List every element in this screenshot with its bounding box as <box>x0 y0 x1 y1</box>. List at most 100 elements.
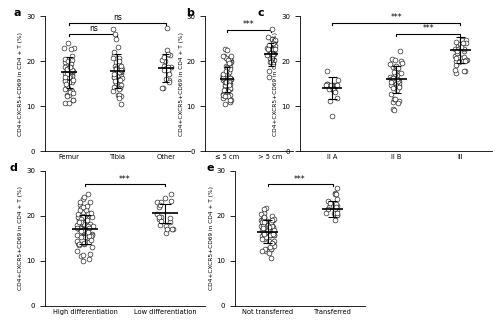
Point <box>387 83 395 88</box>
Point <box>268 240 276 245</box>
Point <box>118 63 126 69</box>
Point <box>452 56 460 61</box>
Point <box>86 251 94 256</box>
Point <box>266 233 274 238</box>
Point <box>334 213 342 218</box>
Point <box>392 63 400 69</box>
Point <box>118 70 126 75</box>
Point <box>390 71 398 76</box>
Point <box>458 38 466 43</box>
Point <box>324 87 332 92</box>
Point <box>68 73 76 79</box>
Point <box>333 212 341 217</box>
Point <box>324 206 332 212</box>
Point <box>68 77 76 82</box>
Point <box>332 201 340 206</box>
Point <box>266 245 274 250</box>
Point <box>263 246 271 251</box>
Point <box>116 85 124 90</box>
Point <box>64 86 72 91</box>
Point <box>155 204 163 209</box>
Point <box>388 78 396 83</box>
Point <box>394 67 402 72</box>
Point <box>164 67 172 72</box>
Point <box>84 191 92 196</box>
Point <box>80 227 88 232</box>
Point <box>258 236 266 242</box>
Point <box>227 53 235 58</box>
Point <box>462 41 470 46</box>
Point <box>226 82 234 88</box>
Point <box>62 67 70 72</box>
Point <box>86 200 94 205</box>
Point <box>262 234 270 239</box>
Point <box>268 241 276 246</box>
Point <box>164 51 172 56</box>
Point <box>322 211 330 216</box>
Point <box>162 231 170 236</box>
Point <box>224 67 232 72</box>
Point <box>69 91 77 96</box>
Point <box>84 204 92 209</box>
Point <box>262 223 270 229</box>
Point <box>264 220 272 225</box>
Point <box>398 70 406 75</box>
Point <box>225 80 233 86</box>
Point <box>394 65 402 70</box>
Point <box>224 81 232 86</box>
Point <box>162 195 170 200</box>
Point <box>264 75 272 80</box>
Point <box>68 79 76 84</box>
Point <box>109 89 117 94</box>
Point <box>333 83 341 88</box>
Point <box>458 59 466 64</box>
Point <box>270 227 278 232</box>
Point <box>268 26 276 31</box>
Point <box>270 41 278 46</box>
Point <box>268 60 276 65</box>
Point <box>166 64 174 69</box>
Point <box>162 66 170 71</box>
Point <box>268 36 276 42</box>
Point <box>328 82 336 88</box>
Point <box>85 256 93 261</box>
Point <box>268 51 276 56</box>
Text: ***: *** <box>119 175 131 184</box>
Point <box>398 60 406 65</box>
Point <box>78 232 86 238</box>
Point <box>70 77 78 82</box>
Point <box>225 70 233 75</box>
Point <box>326 201 334 206</box>
Point <box>220 91 228 96</box>
Point <box>114 69 122 74</box>
Point <box>332 96 340 101</box>
Point <box>68 97 76 102</box>
Point <box>266 52 274 57</box>
Point <box>66 64 74 69</box>
Point <box>268 223 276 228</box>
Point <box>84 225 92 230</box>
Point <box>84 210 92 215</box>
Point <box>330 87 338 92</box>
Point <box>332 82 340 88</box>
Point <box>116 69 124 74</box>
Point <box>74 220 82 225</box>
Point <box>270 62 278 67</box>
Point <box>392 65 400 70</box>
Point <box>458 44 466 49</box>
Point <box>462 57 470 62</box>
Point <box>82 231 90 236</box>
Point <box>74 224 82 229</box>
Point <box>462 38 470 43</box>
Point <box>226 75 234 80</box>
Point <box>220 74 228 79</box>
Point <box>224 57 232 62</box>
Text: b: b <box>186 8 194 18</box>
Point <box>226 86 234 91</box>
Point <box>396 49 404 54</box>
Point <box>266 228 274 233</box>
Point <box>392 66 400 71</box>
Point <box>64 41 72 46</box>
Point <box>268 46 276 52</box>
Point <box>76 218 84 223</box>
